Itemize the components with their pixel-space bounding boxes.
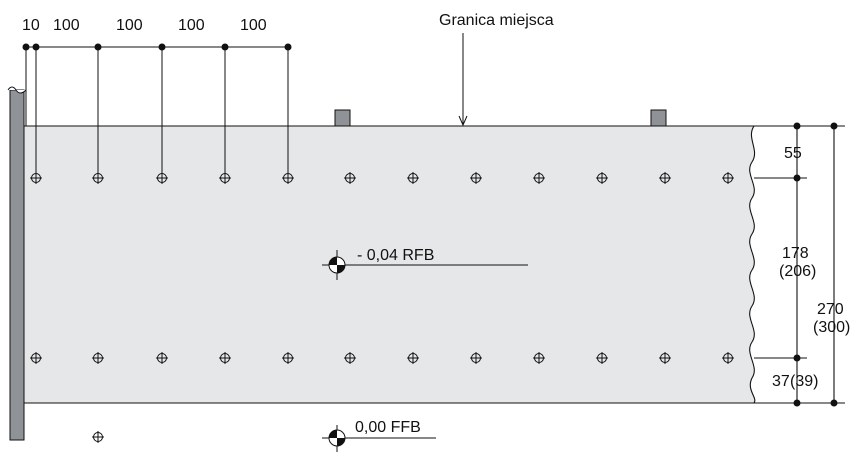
anchor-point [30, 352, 42, 364]
anchor-point [282, 352, 294, 364]
break-line [749, 125, 756, 404]
post-right [650, 109, 667, 127]
anchor-point [407, 352, 419, 364]
anchor-point [533, 172, 545, 184]
right-dim-outer [754, 122, 845, 407]
top-dim-ticks [22, 43, 292, 178]
anchor-points [30, 172, 734, 443]
anchor-point [533, 352, 545, 364]
top-dim-label-2: 100 [53, 17, 80, 34]
anchor-point [659, 352, 671, 364]
dim-55: 55 [784, 145, 802, 162]
anchor-point [92, 431, 104, 443]
post-left [334, 109, 351, 127]
anchor-point [219, 172, 231, 184]
anchor-point [156, 172, 168, 184]
anchor-point [156, 352, 168, 364]
anchor-point [344, 352, 356, 364]
anchor-point [722, 352, 734, 364]
top-dim-label-3: 100 [116, 17, 143, 34]
anchor-point [282, 172, 294, 184]
dim-39: (39) [790, 373, 818, 390]
anchor-point [92, 172, 104, 184]
boundary-label: Granica miejsca [439, 12, 554, 29]
level-label-top: - 0,04 RFB [357, 247, 434, 264]
dim-37: 37 [772, 373, 790, 390]
left-wall [9, 89, 25, 441]
anchor-point [596, 352, 608, 364]
dim-206: (206) [779, 263, 816, 280]
anchor-point [344, 172, 356, 184]
dim-178: 178 [782, 245, 809, 262]
anchor-point [470, 352, 482, 364]
top-dim-label-4: 100 [178, 17, 205, 34]
level-marker-top [322, 250, 528, 280]
anchor-point [659, 172, 671, 184]
top-dim-label-5: 100 [240, 17, 267, 34]
boundary-arrow-head [458, 115, 468, 127]
top-dim-label-1: 10 [22, 17, 40, 34]
anchor-point [722, 172, 734, 184]
level-label-bottom: 0,00 FFB [355, 419, 421, 436]
anchor-point [92, 352, 104, 364]
anchor-point [470, 172, 482, 184]
anchor-point [596, 172, 608, 184]
anchor-point [219, 352, 231, 364]
right-dim-inner [754, 122, 807, 407]
dim-300: (300) [813, 319, 850, 336]
anchor-point [30, 172, 42, 184]
level-marker-bottom [322, 425, 436, 452]
wall-break [7, 86, 27, 94]
dim-270: 270 [817, 301, 844, 318]
anchor-point [407, 172, 419, 184]
